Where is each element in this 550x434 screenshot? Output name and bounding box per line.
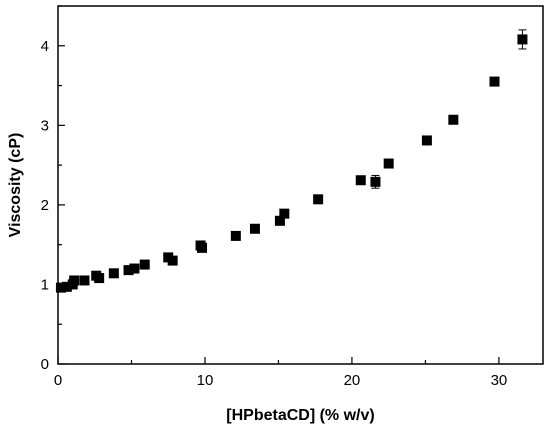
- plot-frame: [57, 5, 544, 365]
- data-point-square: [129, 263, 140, 274]
- data-point-square: [249, 223, 260, 234]
- data-point-square: [108, 268, 119, 279]
- x-tick-label: 30: [491, 372, 508, 389]
- data-point-square: [69, 275, 80, 286]
- data-point-square: [489, 76, 500, 87]
- y-axis-ticks: 0 1 2 3 4: [41, 5, 65, 373]
- data-point-square: [167, 255, 178, 266]
- data-point-square: [61, 281, 72, 292]
- data-point-square: [370, 176, 381, 187]
- data-point-square: [55, 282, 66, 293]
- data-point-square: [94, 273, 105, 284]
- data-point-square: [79, 275, 90, 286]
- plot-area: 0 10 20 30 0 1 2 3 4: [41, 5, 544, 389]
- data-point-square: [448, 114, 459, 125]
- x-tick-label: 0: [54, 372, 62, 389]
- data-point-square: [383, 158, 394, 169]
- y-tick-label: 3: [41, 117, 49, 134]
- data-point-square: [517, 34, 528, 45]
- data-point-square: [355, 175, 366, 186]
- y-tick-label: 0: [41, 356, 49, 373]
- data-point-square: [313, 194, 324, 205]
- y-tick-label: 2: [41, 197, 49, 214]
- x-tick-label: 10: [197, 372, 214, 389]
- data-point-square: [139, 259, 150, 270]
- data-point-square: [197, 242, 208, 253]
- y-tick-label: 4: [41, 38, 49, 55]
- x-tick-label: 20: [344, 372, 361, 389]
- data-point-square: [123, 265, 134, 276]
- x-axis-ticks: 0 10 20 30: [54, 357, 507, 389]
- y-axis-title: Viscosity (cP): [7, 133, 24, 238]
- y-tick-label: 1: [41, 276, 49, 293]
- data-point-square: [230, 230, 241, 241]
- data-point-square: [279, 208, 290, 219]
- data-point-square: [274, 215, 285, 226]
- data-points: [55, 29, 528, 293]
- data-point-square: [421, 135, 432, 146]
- x-axis-title: [HPbetaCD] (% w/v): [226, 407, 374, 424]
